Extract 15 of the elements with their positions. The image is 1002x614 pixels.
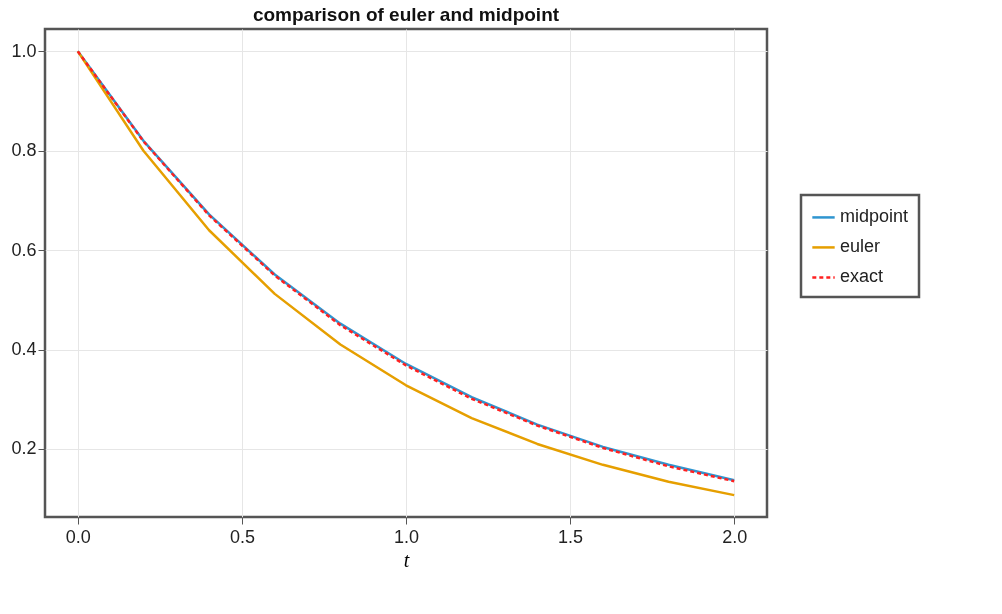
legend-label: euler xyxy=(840,236,881,257)
x-axis-title: t xyxy=(403,548,410,571)
chart-title: comparison of euler and midpoint xyxy=(252,4,560,25)
x-tick-label: 0.5 xyxy=(229,526,255,547)
y-tick-label: 0.2 xyxy=(11,438,37,459)
y-tick-label: 1.0 xyxy=(11,40,37,61)
x-tick-label: 1.5 xyxy=(558,526,584,547)
x-tick-label: 0.0 xyxy=(65,526,91,547)
legend-label: midpoint xyxy=(840,206,909,227)
legend-label: exact xyxy=(840,266,884,287)
x-tick-label: 2.0 xyxy=(722,526,748,547)
y-tick-label: 0.6 xyxy=(11,239,37,260)
x-tick-label: 1.0 xyxy=(393,526,420,547)
y-tick-label: 0.8 xyxy=(11,140,37,161)
y-tick-label: 0.4 xyxy=(11,339,37,360)
